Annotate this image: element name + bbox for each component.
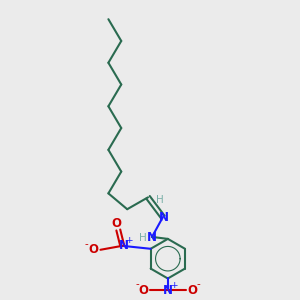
Text: -: -	[197, 279, 200, 290]
Text: O: O	[88, 243, 98, 256]
Text: N: N	[119, 239, 129, 252]
Text: -: -	[85, 239, 88, 249]
Text: +: +	[170, 281, 178, 290]
Text: O: O	[111, 217, 121, 230]
Text: N: N	[147, 231, 157, 244]
Text: H: H	[139, 233, 147, 243]
Text: N: N	[163, 284, 173, 297]
Text: +: +	[125, 236, 133, 245]
Text: O: O	[138, 284, 148, 297]
Text: -: -	[135, 279, 139, 290]
Text: O: O	[188, 284, 198, 297]
Text: H: H	[156, 195, 164, 205]
Text: N: N	[159, 211, 169, 224]
